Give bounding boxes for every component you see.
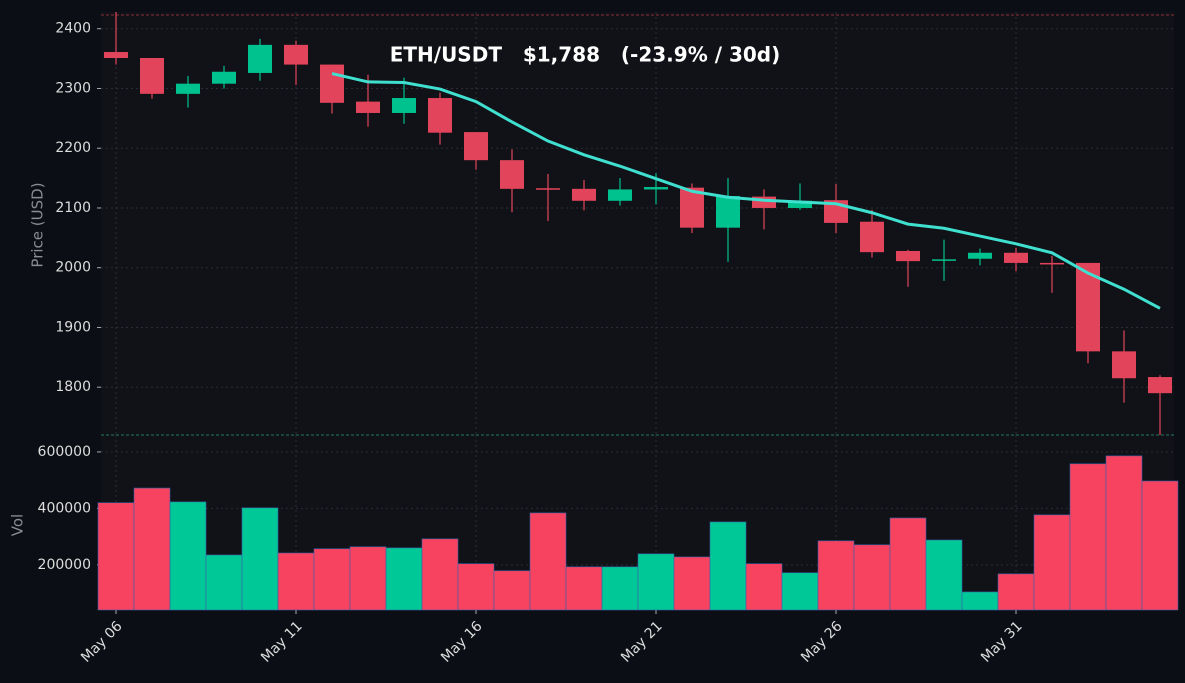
volume-bar	[889, 517, 927, 611]
y-tick-label: 2400	[55, 21, 91, 37]
moving-average-line	[331, 72, 1161, 310]
volume-bar	[709, 521, 747, 611]
candle-body	[572, 188, 596, 201]
candle-body	[212, 71, 236, 84]
volume-bar	[853, 544, 891, 611]
x-tick-label: May 16	[438, 618, 486, 666]
volume-bar	[313, 548, 351, 611]
volume-bar	[601, 566, 639, 611]
candle-body	[1004, 252, 1028, 263]
candle-body	[1148, 377, 1172, 394]
volume-bar	[1141, 480, 1179, 611]
volume-bar	[745, 563, 783, 611]
y2-tick-label: 200000	[38, 557, 91, 573]
candle-body	[716, 196, 740, 228]
candle-body	[248, 44, 272, 73]
volume-bar	[565, 566, 603, 611]
volume-bar	[97, 502, 135, 611]
y-tick-label: 1800	[55, 379, 91, 395]
candle-body	[176, 83, 200, 94]
volume-bar	[385, 547, 423, 611]
candle-body	[104, 52, 128, 59]
volume-bar	[277, 552, 315, 611]
volume-bar	[205, 554, 243, 611]
candle-body	[752, 196, 776, 208]
x-tick-label: May 21	[618, 618, 666, 666]
x-tick-label: May 06	[78, 618, 126, 666]
candle-body	[392, 98, 416, 113]
volume-bar	[421, 538, 459, 611]
volume-bar	[637, 553, 675, 611]
y2-tick-label: 400000	[38, 500, 91, 516]
candle-body	[140, 58, 164, 94]
y-tick-label: 2300	[55, 80, 91, 96]
candle-body	[320, 64, 344, 103]
candle-body	[1040, 262, 1064, 265]
candle-body	[536, 188, 560, 190]
volume-bar	[1069, 463, 1107, 611]
x-tick-label: May 31	[978, 618, 1026, 666]
candle-body	[932, 259, 956, 261]
candle-body	[500, 160, 524, 189]
volume-bar	[673, 556, 711, 611]
volume-bar	[169, 501, 207, 611]
chart-title: ETH/USDT $1,788 (-23.9% / 30d)	[390, 43, 781, 67]
candle-body	[968, 252, 992, 259]
candle-body	[788, 200, 812, 208]
volume-bar	[1105, 455, 1143, 611]
volume-bar	[493, 570, 531, 611]
volume-bar	[781, 572, 819, 611]
candle-body	[860, 221, 884, 253]
volume-bar	[241, 507, 279, 611]
y-tick-label: 2000	[55, 260, 91, 276]
volume-bar	[133, 487, 171, 611]
price-panel	[101, 12, 1174, 435]
y-tick-label: 2200	[55, 140, 91, 156]
candle-body	[896, 250, 920, 262]
candle-body	[608, 189, 632, 201]
volume-bar	[1033, 514, 1071, 611]
y2-tick-label: 600000	[38, 444, 91, 460]
y-tick-label: 2100	[55, 200, 91, 216]
candle-body	[644, 187, 668, 190]
candle-body	[428, 98, 452, 133]
y-tick-label: 1900	[55, 319, 91, 335]
volume-bar	[961, 591, 999, 611]
volume-bar	[997, 573, 1035, 611]
volume-axis-label: Vol	[9, 514, 27, 536]
volume-bar	[457, 563, 495, 611]
candle-body	[356, 101, 380, 113]
y-axis-label: Price (USD)	[29, 182, 47, 267]
x-tick-label: May 26	[798, 618, 846, 666]
volume-bar	[349, 546, 387, 611]
x-tick-label: May 11	[258, 618, 306, 666]
candle-body	[464, 132, 488, 161]
volume-bar	[817, 540, 855, 611]
candle-body	[680, 187, 704, 228]
volume-bar	[925, 539, 963, 611]
volume-bar	[529, 512, 567, 611]
candle-body	[284, 44, 308, 65]
candle-body	[1112, 351, 1136, 379]
